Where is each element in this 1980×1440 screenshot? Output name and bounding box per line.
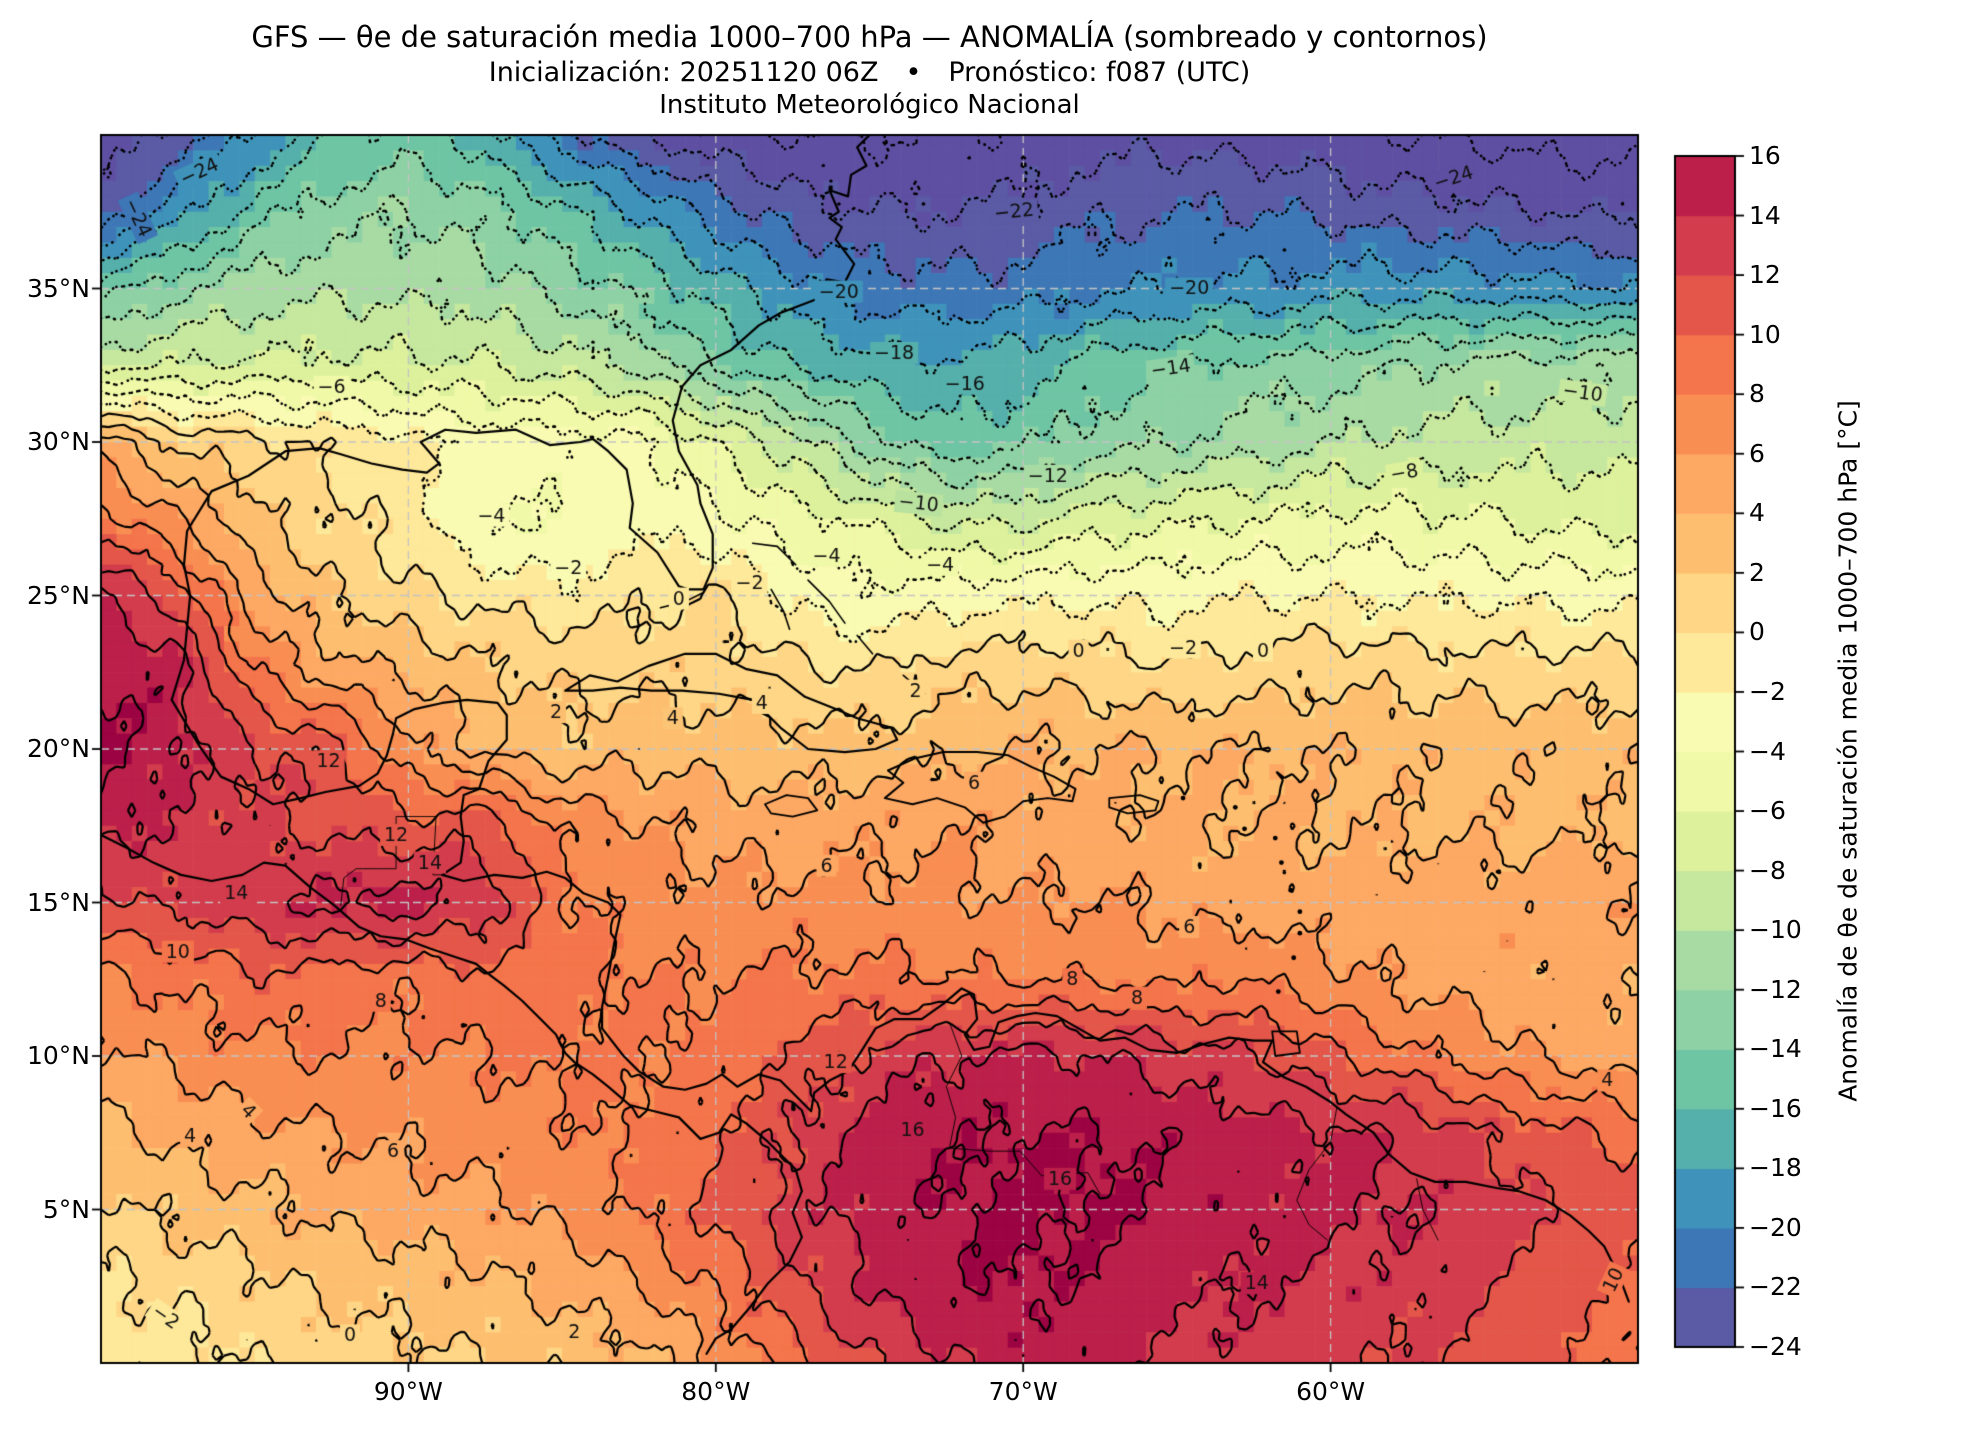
colorbar-tick-label: −14 bbox=[1749, 1034, 1802, 1064]
colorbar-tick-label: 14 bbox=[1749, 200, 1781, 230]
colorbar-tick-label: 0 bbox=[1749, 617, 1765, 647]
y-tick-label: 35°N bbox=[26, 273, 90, 303]
colorbar-tick-label: 8 bbox=[1749, 379, 1765, 409]
colorbar-tick-label: 10 bbox=[1749, 319, 1781, 349]
x-tick-label: 90°W bbox=[373, 1377, 443, 1406]
colorbar-tick-label: −6 bbox=[1749, 796, 1786, 826]
colorbar-tick-label: −12 bbox=[1749, 974, 1802, 1004]
colorbar-tick-label: 2 bbox=[1749, 557, 1765, 587]
colorbar-tick-label: −20 bbox=[1749, 1212, 1802, 1242]
colorbar-tick-label: −4 bbox=[1749, 736, 1786, 766]
y-tick-label: 25°N bbox=[26, 580, 90, 610]
colorbar-tick-label: −24 bbox=[1749, 1332, 1802, 1361]
colorbar-tick-label: 6 bbox=[1749, 438, 1765, 468]
y-tick-label: 20°N bbox=[26, 734, 90, 763]
colorbar-tick-label: −10 bbox=[1749, 915, 1802, 945]
colorbar-tick-label: −18 bbox=[1749, 1153, 1802, 1183]
colorbar-title: Anomalía de θe de saturación media 1000–… bbox=[1833, 400, 1863, 1102]
x-tick-label: 80°W bbox=[681, 1377, 751, 1406]
colorbar-tick-label: 12 bbox=[1749, 260, 1781, 290]
colorbar-tick-label: 16 bbox=[1749, 141, 1781, 170]
colorbar-tick-label: 4 bbox=[1749, 498, 1765, 528]
y-tick-label: 5°N bbox=[42, 1194, 90, 1224]
y-tick-label: 30°N bbox=[26, 427, 90, 456]
run-forecast-subtitle: Inicialización: 20251120 06Z • Pronóstic… bbox=[488, 57, 1251, 88]
colorbar-tick-label: −2 bbox=[1749, 676, 1786, 706]
x-tick-label: 70°W bbox=[988, 1377, 1058, 1406]
x-tick-label: 60°W bbox=[1296, 1377, 1366, 1406]
y-tick-label: 10°N bbox=[26, 1041, 90, 1070]
institution-line: Instituto Meteorológico Nacional bbox=[659, 90, 1080, 120]
colorbar-tick-label: −22 bbox=[1749, 1272, 1802, 1302]
colorbar-tick-label: −16 bbox=[1749, 1093, 1802, 1123]
colorbar-tick-label: −8 bbox=[1749, 855, 1786, 885]
y-tick-label: 15°N bbox=[26, 887, 90, 917]
page-title: GFS — θe de saturación media 1000–700 hP… bbox=[251, 20, 1488, 54]
